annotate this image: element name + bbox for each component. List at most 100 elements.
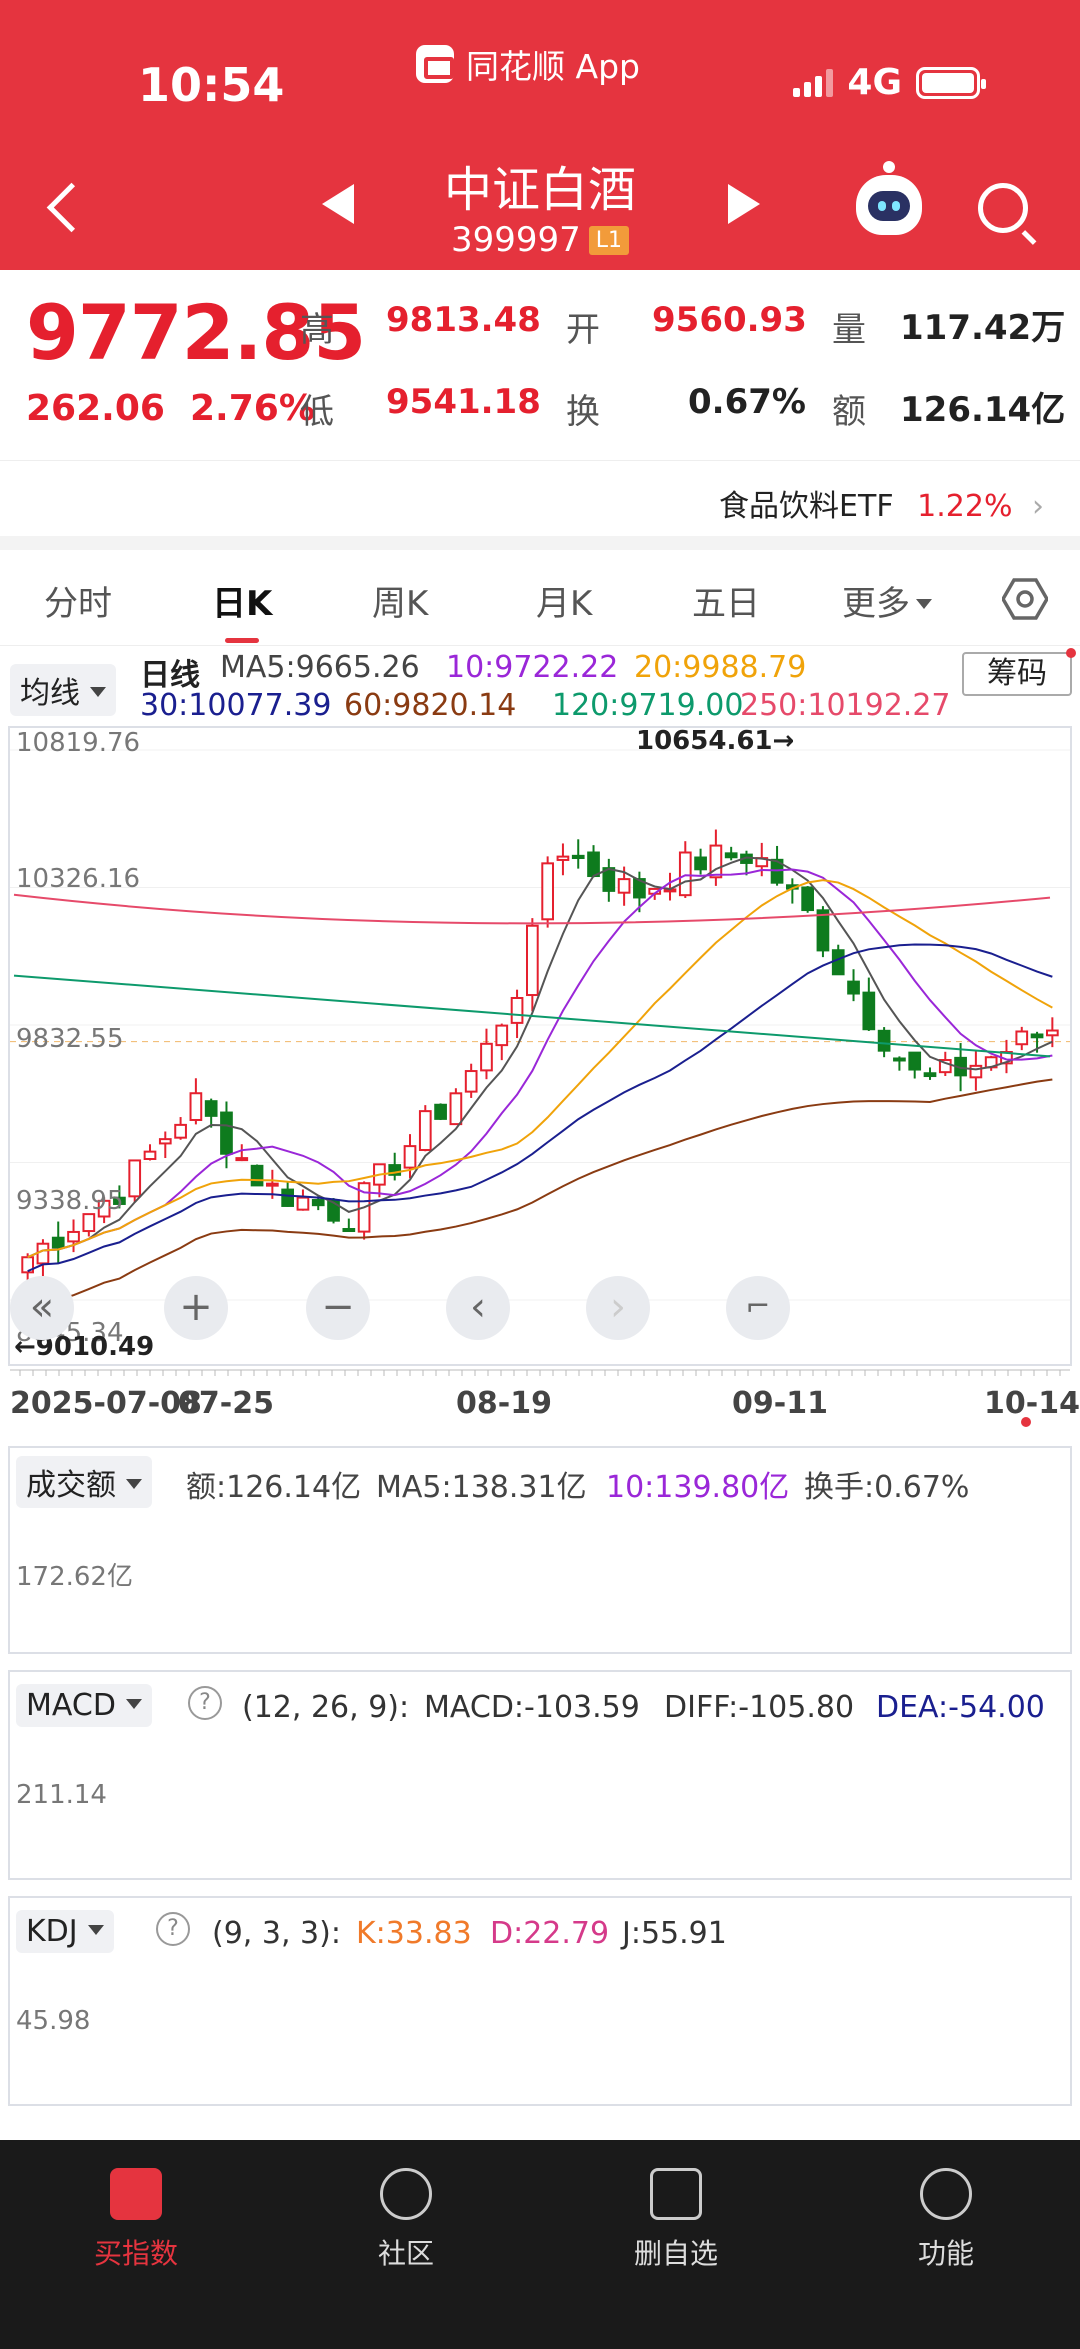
date-label-5: 10-14 [984, 1386, 1080, 1421]
nav-community[interactable]: 社区 [306, 2158, 506, 2272]
tab-weekly-k[interactable]: 周K [372, 584, 429, 624]
tab-more[interactable]: 更多 [842, 576, 932, 625]
diff-value: DIFF:-105.80 [664, 1690, 855, 1725]
candle-body [113, 1196, 126, 1205]
ma250-line [13, 893, 1051, 925]
kdj-selector-label: KDJ [26, 1914, 78, 1949]
related-etf[interactable]: 食品饮料ETF 1.22% › [719, 481, 1044, 525]
volume-selector[interactable]: 成交额 [16, 1456, 152, 1508]
volume-selector-label: 成交额 [26, 1468, 116, 1503]
notification-dot [1066, 648, 1076, 658]
open-value: 9560.93 [652, 300, 807, 340]
tab-monthly-k[interactable]: 月K [536, 584, 593, 624]
candle-body [908, 1051, 922, 1071]
candle-body [862, 991, 876, 1031]
candle-body [449, 1092, 463, 1126]
battery-icon [916, 66, 986, 99]
ma250-value: 250:10192.27 [740, 688, 951, 723]
candle-body [526, 924, 539, 997]
candle-body [938, 1059, 952, 1074]
next-stock-button[interactable] [728, 184, 760, 224]
kdj-params: (9, 3, 3): [212, 1916, 341, 1951]
macd-selector[interactable]: MACD [16, 1684, 152, 1727]
prev-stock-button[interactable] [322, 184, 354, 224]
nav-functions[interactable]: 功能 [846, 2158, 1046, 2272]
kdj-help-icon[interactable]: ? [156, 1912, 190, 1946]
tab-five-day[interactable]: 五日 [692, 584, 760, 624]
robot-assistant-icon[interactable] [856, 161, 922, 235]
candle-body [296, 1196, 310, 1211]
current-price: 9772.85 [26, 288, 366, 377]
price-label-4: 9338.95 [16, 1186, 124, 1216]
low-value: 9541.18 [386, 382, 541, 422]
status-app[interactable]: 同花顺 App [416, 40, 640, 88]
candle-body [220, 1111, 233, 1155]
candle-body [480, 1042, 493, 1072]
search-icon[interactable] [978, 183, 1028, 233]
d-value: D:22.79 [490, 1916, 610, 1951]
kdj-selector[interactable]: KDJ [16, 1910, 114, 1953]
candle-body [204, 1100, 218, 1117]
chip-distribution-button[interactable]: 筹码 [962, 652, 1072, 696]
volume-label: 量 [832, 310, 866, 350]
status-time: 10:54 [138, 58, 285, 112]
candle-body [235, 1157, 249, 1162]
status-app-name: 同花顺 App [466, 47, 640, 86]
max-price-marker: 10654.61→ [636, 726, 795, 756]
latest-dot [1021, 1417, 1031, 1427]
tab-daily-k[interactable]: 日K [212, 584, 273, 624]
community-icon [380, 2168, 432, 2220]
scroll-left-button[interactable]: ‹ [446, 1276, 510, 1340]
tab-more-label: 更多 [842, 584, 910, 624]
candle-body [143, 1150, 157, 1161]
kline-panel[interactable] [8, 726, 1072, 1366]
ma20-line [27, 879, 1053, 1259]
candle-body [587, 851, 600, 878]
candle-body [571, 854, 585, 860]
ma30-line [27, 943, 1053, 1273]
chevron-right-icon: › [1032, 489, 1044, 524]
section-divider [0, 536, 1080, 550]
ma120-line [13, 974, 1051, 1058]
tab-intraday[interactable]: 分时 [44, 584, 112, 624]
period-tabs: 分时 日K 周K 月K 五日 更多 [0, 550, 1080, 646]
candle-body [342, 1228, 356, 1233]
ma-selector[interactable]: 均线 [10, 664, 116, 716]
nav-remove-watchlist[interactable]: 删自选 [576, 2158, 776, 2272]
candle-body [1046, 1029, 1059, 1037]
candle-body [403, 1145, 417, 1169]
kdj-panel[interactable] [8, 1896, 1072, 2106]
macd-panel[interactable] [8, 1670, 1072, 1880]
macd-selector-label: MACD [26, 1688, 116, 1723]
candle-body [694, 856, 707, 871]
nav-buy-index[interactable]: 买指数 [36, 2158, 236, 2272]
fullscreen-icon[interactable]: ⌐ [726, 1276, 790, 1340]
zoom-in-button[interactable]: + [164, 1276, 228, 1340]
chart-settings-icon[interactable] [1002, 578, 1048, 620]
macd-help-icon[interactable]: ? [188, 1686, 222, 1720]
candle-body [495, 1024, 509, 1047]
date-label-1: 2025-07-08 [10, 1386, 202, 1421]
volume-panel[interactable] [8, 1446, 1072, 1654]
candle-body [51, 1236, 65, 1249]
etf-percent: 1.22% [917, 489, 1013, 524]
bottom-nav: 买指数 社区 删自选 功能 [0, 2140, 1080, 2349]
candle-body [174, 1123, 187, 1139]
volume-amount: 额:126.14亿 [186, 1470, 362, 1505]
related-etf-row[interactable]: 食品饮料ETF 1.22% › [0, 460, 1080, 536]
quote-panel: 9772.85 262.06 2.76% 高 9813.48 低 9541.18… [0, 270, 1080, 460]
candle-body [266, 1182, 279, 1187]
kline-chart[interactable] [0, 0, 1080, 1440]
amount-value: 126.14亿 [900, 390, 1066, 430]
macd-params: (12, 26, 9): [242, 1690, 410, 1725]
scroll-right-button[interactable]: › [586, 1276, 650, 1340]
zoom-out-button[interactable]: − [306, 1276, 370, 1340]
ma5-value: MA5:9665.26 [220, 650, 420, 685]
status-right: 4G [793, 62, 986, 103]
candle-body [128, 1159, 142, 1198]
candle-body [82, 1213, 96, 1233]
collapse-left-icon[interactable]: « [10, 1276, 74, 1340]
candle-body [1030, 1033, 1044, 1039]
turnover-value: 0.67% [688, 382, 806, 422]
candle-body [541, 862, 555, 921]
